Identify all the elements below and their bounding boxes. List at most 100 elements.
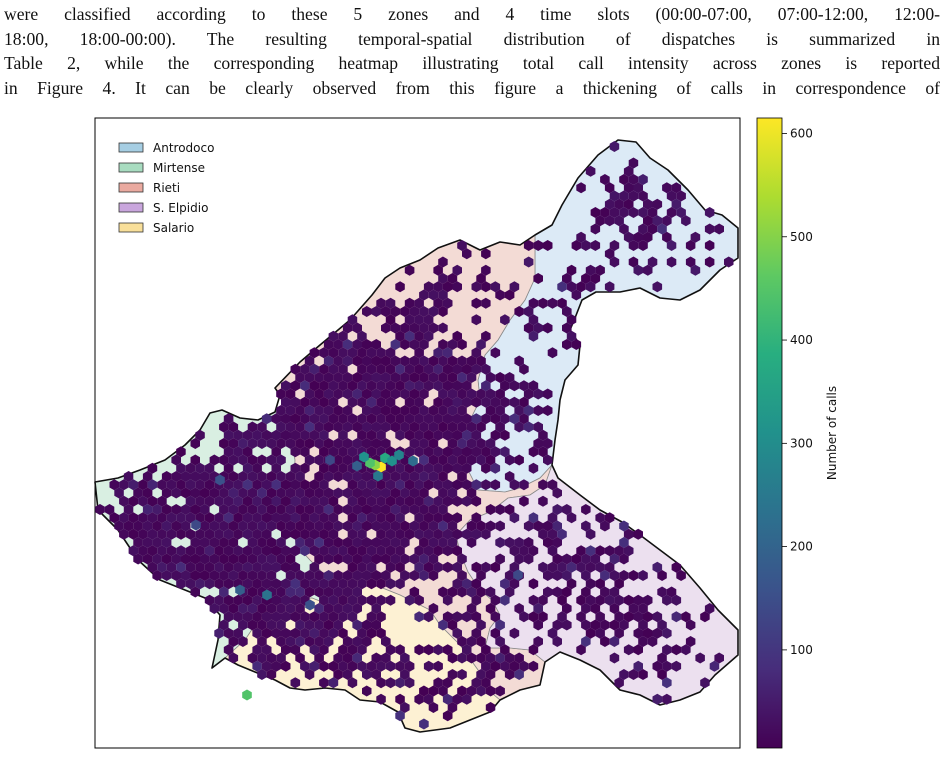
hexbin-cell <box>481 396 491 408</box>
hexbin-cell <box>566 314 577 326</box>
hexbin-cell <box>238 438 248 449</box>
hexbin-cell <box>481 380 491 392</box>
hexbin-cell <box>423 446 434 458</box>
hexbin-cell <box>404 495 415 507</box>
hexbin-cell <box>295 586 305 598</box>
hexbin-cell <box>414 396 424 408</box>
hexbin-cell <box>376 479 386 491</box>
hexbin-cell <box>476 421 486 433</box>
hexbin-cell <box>271 594 281 606</box>
hexbin-cell <box>333 652 343 664</box>
hexbin-cell <box>671 561 682 573</box>
hexbin-cell <box>409 405 420 416</box>
hexbin-cell <box>433 512 443 524</box>
hexbin-cell <box>442 347 453 359</box>
hexbin-cell <box>314 487 324 499</box>
hexbin-cell <box>438 504 448 515</box>
hexbin-cell <box>357 495 367 507</box>
hexbin-cell <box>681 611 691 623</box>
hexbin-cell <box>323 372 334 383</box>
hexbin-cell <box>300 660 310 672</box>
colorbar-tick-label: 200 <box>790 540 813 554</box>
hexbin-cell <box>509 561 520 573</box>
hexbin-cell <box>381 504 391 515</box>
hexbin-cell <box>362 471 372 482</box>
hexbin-cell <box>357 363 367 375</box>
hexbin-cell <box>266 471 277 482</box>
hexbin-cell <box>447 619 458 631</box>
hexbin-cell <box>376 413 386 425</box>
hexbin-cell <box>362 372 372 383</box>
hexbin-cell <box>176 578 186 590</box>
hexbin-cell <box>300 413 310 425</box>
hexbin-cell <box>404 479 415 491</box>
hexbin-cell <box>323 520 334 532</box>
hexbin-cell <box>362 405 372 416</box>
hexbin-cell <box>138 512 148 524</box>
hexbin-cell <box>400 652 410 664</box>
hexbin-cell <box>233 512 243 524</box>
hexbin-cell <box>457 570 467 581</box>
hexbin-cell <box>485 669 496 680</box>
hexbin-cell <box>547 528 558 540</box>
hexbin-cell <box>309 347 320 359</box>
hexbin-cell <box>433 429 443 441</box>
hexbin-cell <box>204 495 215 507</box>
hexbin-cell <box>662 182 672 194</box>
hexbin-cell <box>504 570 515 581</box>
hexbin-cell <box>247 652 258 664</box>
legend-label: S. Elpidio <box>153 201 208 215</box>
hexbin-cell <box>309 495 320 507</box>
hexbin-cell <box>485 702 496 713</box>
hexbin-cell <box>133 537 143 548</box>
hexbin-cell <box>314 619 324 631</box>
hexbin-cell <box>495 685 505 697</box>
hexbin-cell <box>190 586 200 598</box>
hexbin-cell <box>371 306 381 317</box>
hexbin-cell <box>371 438 381 449</box>
colorbar-gradient <box>756 117 783 749</box>
hexbin-cell <box>400 339 410 350</box>
hexbin-cell <box>490 396 501 408</box>
hexbin-cell <box>404 528 415 540</box>
hexbin-cell <box>409 421 420 433</box>
hexbin-cell <box>609 619 620 631</box>
hexbin-cell <box>481 446 491 458</box>
hexbin-cell <box>576 231 586 243</box>
hexbin-cell <box>223 561 234 573</box>
hexbin-cell <box>238 553 248 565</box>
hexbin-cell <box>390 537 401 548</box>
hexbin-cell <box>442 396 453 408</box>
hexbin-cell <box>481 462 491 474</box>
hexbin-cell <box>704 256 715 268</box>
hexbin-cell <box>204 528 215 540</box>
hexbin-cell <box>500 396 510 408</box>
hexbin-cell <box>576 561 586 573</box>
hexbin-cell <box>319 512 329 524</box>
hexbin-cell <box>528 314 539 326</box>
hexbin-cell <box>442 446 453 458</box>
legend-entry: Mirtense <box>118 161 205 175</box>
hexbin-cell <box>266 603 277 614</box>
hexbin-cell <box>433 413 443 425</box>
hexbin-cell <box>471 677 482 689</box>
hexbin-cell <box>352 460 362 472</box>
hexbin-cell <box>328 660 339 672</box>
hexbin-cell <box>161 570 172 581</box>
hexbin-cell <box>609 256 620 268</box>
paragraph-line: 18:00, 18:00-00:00). The resulting tempo… <box>4 28 940 49</box>
hexbin-cell <box>204 462 215 474</box>
hexbin-cell <box>433 297 443 309</box>
hexbin-cell <box>319 380 329 392</box>
hexbin-cell <box>347 347 358 359</box>
hexbin-cell <box>533 273 543 284</box>
hexbin-cell <box>376 396 386 408</box>
hexbin-cell <box>347 314 358 326</box>
hexbin-cell <box>438 520 448 532</box>
hexbin-cell <box>552 619 562 631</box>
hexbin-cell <box>304 504 315 515</box>
hexbin-cell <box>519 363 529 375</box>
hexbin-cell <box>628 207 639 218</box>
hexbin-cell <box>362 619 372 631</box>
hexbin-cell <box>385 363 396 375</box>
